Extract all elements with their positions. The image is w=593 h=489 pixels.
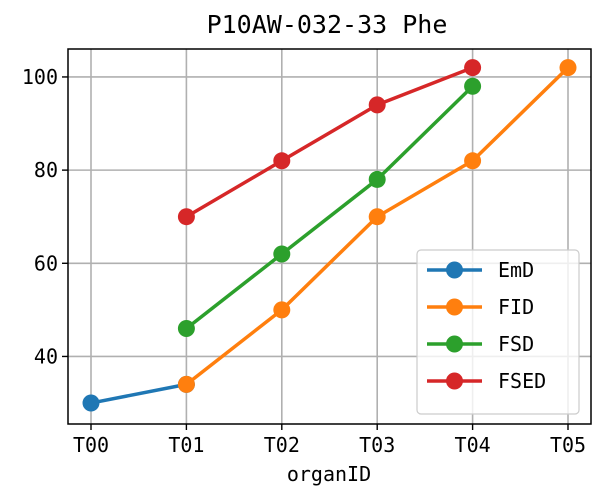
legend-frame xyxy=(416,249,580,415)
y-tick-label: 80 xyxy=(34,158,58,182)
data-point xyxy=(273,301,291,319)
legend-item: FSED xyxy=(427,369,546,393)
legend-label: FID xyxy=(498,295,534,319)
data-point xyxy=(82,394,100,412)
legend-marker xyxy=(446,335,463,353)
y-tick-label: 100 xyxy=(22,65,58,89)
x-tick-label: T02 xyxy=(264,433,300,457)
legend: EmD FID FSD FSED xyxy=(416,249,580,415)
x-axis: T00 T01 T02 T03 T04 T05 xyxy=(73,424,586,457)
legend-item: FID xyxy=(427,295,534,319)
plot-area-frame xyxy=(67,48,592,425)
x-axis-label: organID xyxy=(287,462,371,486)
x-tick-label: T01 xyxy=(168,433,204,457)
data-point xyxy=(368,170,386,188)
y-tick-label: 40 xyxy=(34,344,58,368)
series-line xyxy=(185,66,474,219)
data-point xyxy=(559,59,577,77)
series-line xyxy=(90,382,187,405)
y-tick-label: 60 xyxy=(34,251,58,275)
x-tick-label: T00 xyxy=(73,433,109,457)
legend-marker xyxy=(446,298,463,316)
series-fsd xyxy=(177,77,482,338)
x-tick-label: T03 xyxy=(359,433,395,457)
x-tick-label: T04 xyxy=(455,433,491,457)
grid-lines xyxy=(68,49,591,424)
series-fid xyxy=(177,59,577,393)
legend-label: FSED xyxy=(498,369,546,393)
chart-title: P10AW-032-33 Phe xyxy=(207,10,448,39)
legend-item: EmD xyxy=(427,258,534,282)
data-point xyxy=(177,320,195,338)
data-point xyxy=(464,59,482,77)
data-point xyxy=(177,375,195,393)
legend-marker xyxy=(446,261,463,279)
series-layer xyxy=(82,59,577,412)
data-point xyxy=(273,245,291,263)
data-point xyxy=(368,96,386,114)
data-point xyxy=(177,208,195,226)
series-fsed xyxy=(177,59,482,226)
legend-label: EmD xyxy=(498,258,534,282)
legend-marker xyxy=(446,372,463,390)
x-tick-label: T05 xyxy=(550,433,586,457)
data-point xyxy=(464,77,482,95)
legend-item: FSD xyxy=(427,332,534,356)
data-point xyxy=(273,152,291,170)
data-point xyxy=(464,152,482,170)
legend-label: FSD xyxy=(498,332,534,356)
y-axis: 40 60 80 100 xyxy=(22,65,68,368)
data-point xyxy=(368,208,386,226)
series-emd xyxy=(82,375,195,412)
series-line xyxy=(185,85,474,330)
